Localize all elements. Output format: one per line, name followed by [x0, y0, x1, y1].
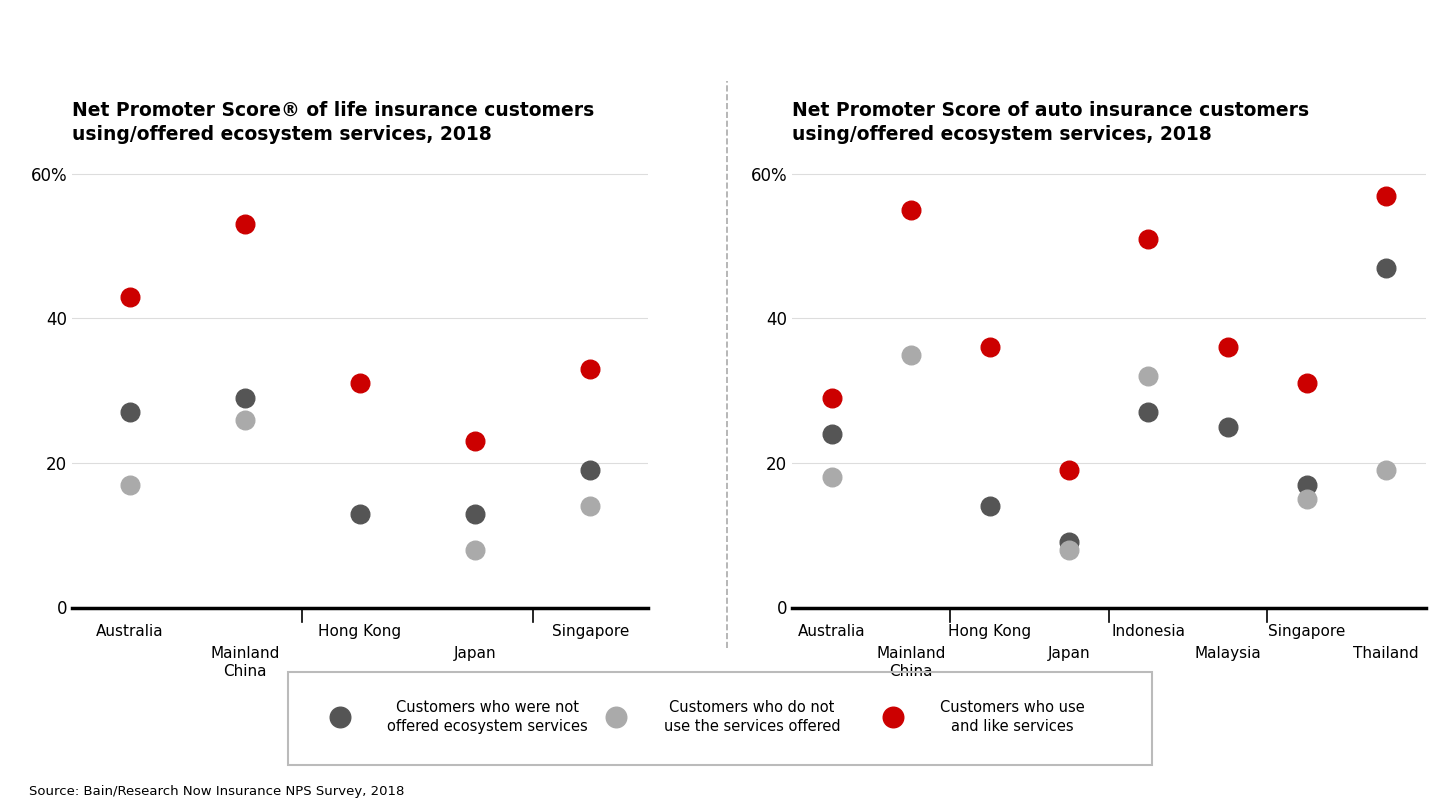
Point — [464, 435, 487, 448]
Point — [1374, 463, 1397, 476]
Point — [579, 463, 602, 476]
Point — [1057, 463, 1080, 476]
Text: Mainland
China: Mainland China — [876, 646, 946, 679]
Point — [1138, 406, 1161, 419]
Text: Thailand: Thailand — [1354, 646, 1418, 662]
Point — [1057, 544, 1080, 556]
Point — [233, 218, 256, 231]
Point — [899, 348, 923, 361]
Point — [118, 478, 141, 491]
Point — [1296, 377, 1319, 390]
Point — [118, 406, 141, 419]
Text: Singapore: Singapore — [1269, 625, 1345, 639]
Point — [1296, 478, 1319, 491]
Point — [579, 500, 602, 513]
Point — [464, 544, 487, 556]
Point — [979, 500, 1002, 513]
Point — [1138, 232, 1161, 245]
Text: Customers who were not
offered ecosystem services: Customers who were not offered ecosystem… — [387, 700, 588, 734]
Point — [233, 391, 256, 404]
Text: Hong Kong: Hong Kong — [318, 625, 402, 639]
Text: Malaysia: Malaysia — [1194, 646, 1261, 662]
Point — [328, 710, 351, 723]
Text: Japan: Japan — [1048, 646, 1090, 662]
Point — [1138, 369, 1161, 382]
Point — [233, 413, 256, 426]
Text: Australia: Australia — [798, 625, 865, 639]
Point — [1057, 536, 1080, 549]
Point — [821, 471, 844, 484]
Text: Source: Bain/Research Now Insurance NPS Survey, 2018: Source: Bain/Research Now Insurance NPS … — [29, 785, 405, 798]
Point — [348, 507, 372, 520]
Point — [899, 203, 923, 216]
Text: Mainland
China: Mainland China — [210, 646, 279, 679]
Text: Japan: Japan — [454, 646, 497, 662]
Point — [605, 710, 628, 723]
Text: Net Promoter Score of auto insurance customers
using/offered ecosystem services,: Net Promoter Score of auto insurance cus… — [792, 101, 1309, 144]
Text: Singapore: Singapore — [552, 625, 629, 639]
Point — [821, 391, 844, 404]
Text: Customers who do not
use the services offered: Customers who do not use the services of… — [664, 700, 841, 734]
Point — [464, 507, 487, 520]
Point — [821, 428, 844, 441]
Point — [1215, 420, 1238, 433]
Text: Hong Kong: Hong Kong — [949, 625, 1031, 639]
Point — [348, 377, 372, 390]
Point — [1215, 341, 1238, 354]
Text: Australia: Australia — [96, 625, 163, 639]
Point — [1374, 189, 1397, 202]
Text: Net Promoter Score® of life insurance customers
using/offered ecosystem services: Net Promoter Score® of life insurance cu… — [72, 101, 595, 144]
Text: Indonesia: Indonesia — [1112, 625, 1185, 639]
Point — [1296, 492, 1319, 505]
Text: Customers who use
and like services: Customers who use and like services — [940, 700, 1086, 734]
Point — [118, 290, 141, 303]
Point — [1374, 262, 1397, 275]
Point — [579, 363, 602, 376]
Point — [979, 341, 1002, 354]
Point — [881, 710, 904, 723]
